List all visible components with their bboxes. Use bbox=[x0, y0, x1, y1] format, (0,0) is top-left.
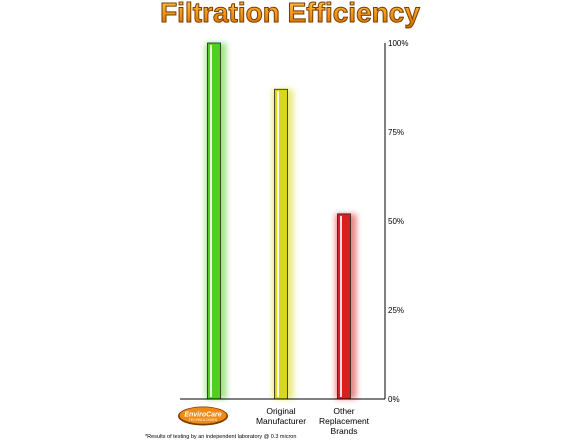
y-tick-label: 0% bbox=[388, 395, 400, 404]
envirocare-logo: EnviroCare TECHNOLOGIES bbox=[178, 406, 228, 426]
y-tick-label: 25% bbox=[388, 306, 404, 315]
category-label: Replacement bbox=[319, 416, 370, 426]
bar-highlight bbox=[210, 45, 212, 397]
bars-group bbox=[205, 42, 357, 400]
footnote: *Results of testing by an independent la… bbox=[145, 434, 296, 440]
y-tick-label: 100% bbox=[388, 39, 408, 48]
y-ticks-group: 0% 25% 50% 75% 100% bbox=[388, 39, 408, 404]
bar bbox=[274, 88, 288, 400]
chart-title: Filtration Efficiency bbox=[160, 0, 420, 28]
y-tick-label: 75% bbox=[388, 128, 404, 137]
bar-highlight bbox=[340, 215, 342, 397]
bar bbox=[337, 213, 351, 400]
category-label: Manufacturer bbox=[256, 416, 306, 426]
category-label: Original bbox=[266, 406, 295, 416]
category-label: Other bbox=[333, 406, 354, 416]
logo-text: EnviroCare bbox=[184, 412, 221, 419]
bar-highlight bbox=[277, 91, 279, 397]
bar bbox=[207, 42, 221, 400]
category-label: Brands bbox=[331, 426, 358, 436]
logo-subtext: TECHNOLOGIES bbox=[189, 418, 218, 422]
y-tick-label: 50% bbox=[388, 217, 404, 226]
